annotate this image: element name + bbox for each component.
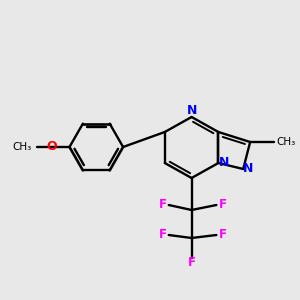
Text: F: F — [159, 199, 167, 212]
Text: N: N — [243, 163, 254, 176]
Text: O: O — [46, 140, 57, 154]
Text: F: F — [218, 199, 226, 212]
Text: N: N — [186, 104, 197, 117]
Text: CH₃: CH₃ — [276, 137, 295, 147]
Text: F: F — [218, 229, 226, 242]
Text: F: F — [159, 229, 167, 242]
Text: N: N — [218, 157, 229, 169]
Text: F: F — [188, 256, 196, 269]
Text: CH₃: CH₃ — [13, 142, 32, 152]
